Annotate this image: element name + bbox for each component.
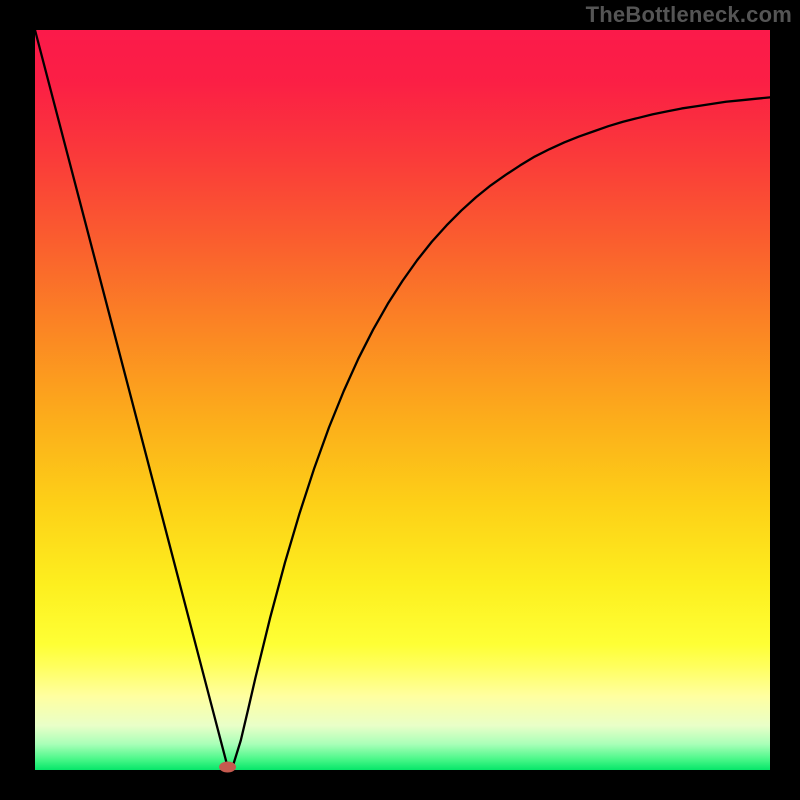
plot-background (35, 30, 770, 770)
optimum-marker (219, 762, 236, 773)
chart-container: TheBottleneck.com (0, 0, 800, 800)
bottleneck-plot (0, 0, 800, 800)
